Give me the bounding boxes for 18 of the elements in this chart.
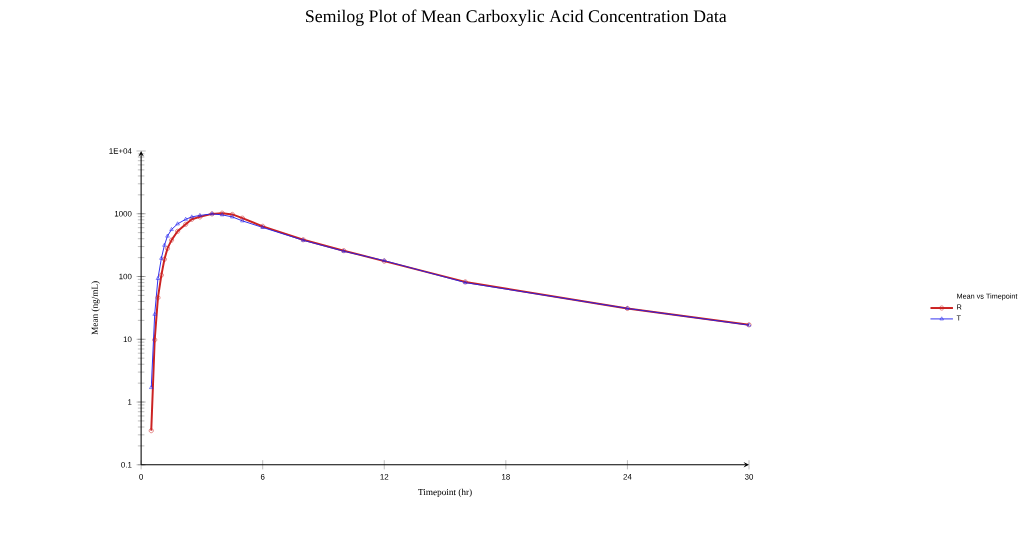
point	[152, 312, 157, 316]
chart-title: Semilog Plot of Mean Carboxylic Acid Concentration Data	[306, 9, 727, 27]
point	[183, 217, 188, 221]
point	[148, 428, 154, 434]
point	[165, 233, 170, 238]
x-axis-title: Timepoint (hr)	[418, 488, 472, 498]
point	[159, 272, 164, 278]
point	[169, 237, 174, 243]
point	[152, 337, 158, 343]
point	[165, 246, 170, 251]
point	[175, 221, 180, 226]
y-axis-title: Mean (ng/mL)	[91, 281, 100, 335]
point	[175, 229, 180, 234]
point	[183, 222, 189, 227]
point	[169, 227, 174, 232]
point	[162, 243, 167, 247]
point	[155, 276, 161, 280]
point	[155, 295, 161, 301]
